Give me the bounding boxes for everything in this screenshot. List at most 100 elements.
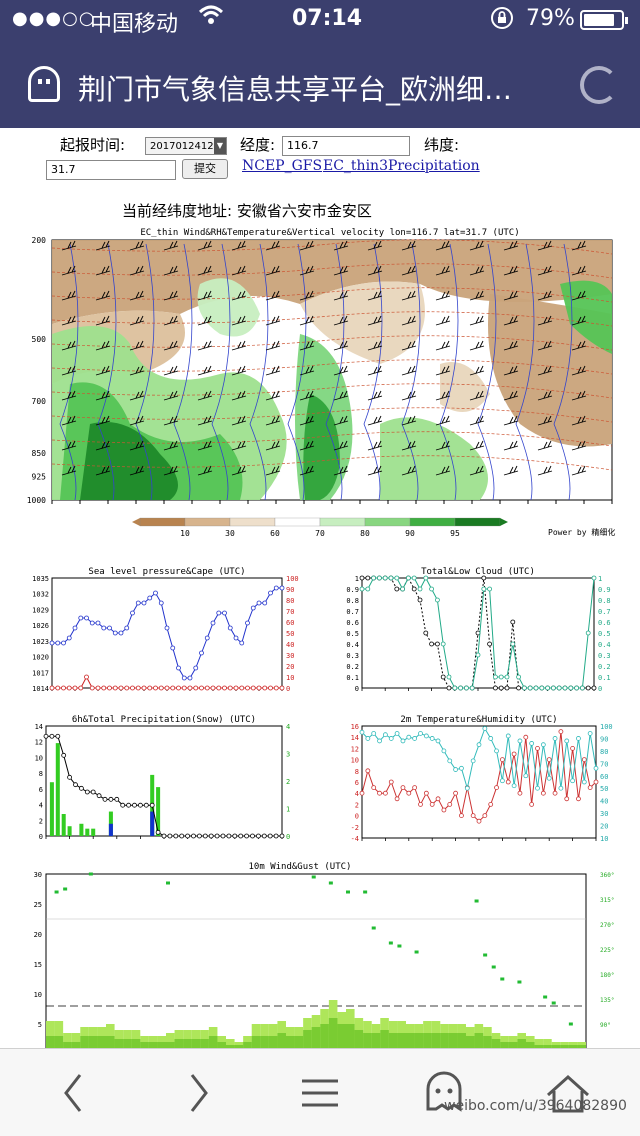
precip-6h-bar [79,823,84,836]
wind-barb [197,240,213,251]
wind-barb [435,240,451,251]
temperature-humidity-chart: 2m Temperature&Humidity (UTC) 16 14 12 10 8 6 4… [351,715,613,843]
data-point [492,674,498,680]
wind-barb [265,465,281,476]
wind-barb [61,240,77,251]
direction-marker [363,890,368,894]
data-point [587,731,593,736]
ghost-home-button[interactable] [414,1065,474,1121]
data-point [107,685,112,691]
data-point [377,790,382,796]
velocity-contour-line [401,243,421,501]
data-point [394,796,400,802]
reload-icon[interactable] [580,66,618,104]
data-point [377,575,382,581]
home-button[interactable] [538,1065,598,1121]
submit-button[interactable]: 提交 [182,159,228,179]
wind-barb [95,465,111,476]
left-tick-label: 16 [351,723,359,731]
wind-bar [371,1033,381,1048]
wind-barb [163,315,179,326]
data-point [564,738,570,744]
wind-barb [333,240,349,251]
right-tick-label: 70 [600,760,608,768]
wind-barb [163,265,179,276]
data-point [365,575,371,581]
precip-6h-bar [108,811,113,836]
right-tick-label: 80 [286,597,294,605]
data-point [108,796,114,802]
snow-bar [108,823,113,836]
gust-bar [71,1033,81,1048]
longitude-input[interactable]: 116.7 [282,136,410,156]
wind-barb [367,415,383,426]
back-button[interactable] [44,1065,104,1121]
data-point [49,685,55,691]
chart-title: 2m Temperature&Humidity (UTC) [400,715,557,725]
wind-barb [571,340,587,351]
left-tick-label: 14 [351,734,359,742]
data-point [423,575,429,581]
data-point [459,813,464,818]
data-point [576,796,581,802]
data-point [488,802,494,807]
right-tick-label: 80 [600,748,608,756]
plot-frame [51,577,283,689]
left-tick-label: 1014 [32,685,49,693]
wind-bar [174,1039,184,1048]
data-point [185,833,191,839]
wind-barb [367,390,383,401]
data-point [517,790,523,796]
data-point [199,650,204,656]
link-precipitation[interactable]: Precipitation [388,158,480,174]
left-tick-label: 8 [39,770,43,778]
wind-bar [311,1027,321,1048]
wind-bar [466,1036,475,1048]
data-point [411,575,417,581]
data-point [49,733,55,739]
data-point [204,685,210,691]
wind-bar [157,1042,166,1048]
wind-barb [571,415,587,426]
wind-bar [560,1045,569,1048]
data-point [412,736,418,741]
ghost-icon[interactable] [28,66,60,102]
latitude-input[interactable]: 31.7 [46,160,176,180]
forward-button[interactable] [168,1065,228,1121]
wind-barb [435,365,451,376]
velocity-contour-line [439,243,459,501]
chart-title: Sea level pressure&Cape (UTC) [88,567,245,577]
data-point [73,782,78,788]
data-point [453,767,459,772]
wind-barb [265,390,281,401]
link-ec-thin3[interactable]: EC_thin3 [323,158,388,174]
signal-strength: ●●●○○ [12,8,96,29]
longitude-label: 经度: [240,136,276,154]
wifi-icon [198,4,224,32]
link-ncep-gfs[interactable]: NCEP_GFS [242,158,323,174]
data-point [382,575,388,581]
data-point [400,785,406,790]
forecast-time-value: 2017012412 [150,141,214,152]
forecast-time-select[interactable]: 2017012412 ▼ [145,137,227,155]
colorbar-tick: 95 [450,529,460,538]
right-tick-label: 180° [600,972,614,979]
direction-marker [63,887,68,891]
data-point [67,774,72,780]
wind-barb [435,465,451,476]
wind-barb [537,265,553,276]
cross-section-y-tick: 925 [32,473,47,482]
colorbar-segment [184,517,231,527]
data-point [210,620,216,626]
wind-barb [367,240,383,251]
wind-barb [197,365,213,376]
data-point [279,833,285,839]
wind-barb [265,340,281,351]
left-tick-label: 14 [35,723,43,731]
wind-barb [469,440,485,451]
menu-button[interactable] [290,1065,350,1121]
direction-marker [328,881,333,885]
wind-barb [129,465,145,476]
left-tick-label: 20 [34,931,42,939]
wind-barb [163,415,179,426]
